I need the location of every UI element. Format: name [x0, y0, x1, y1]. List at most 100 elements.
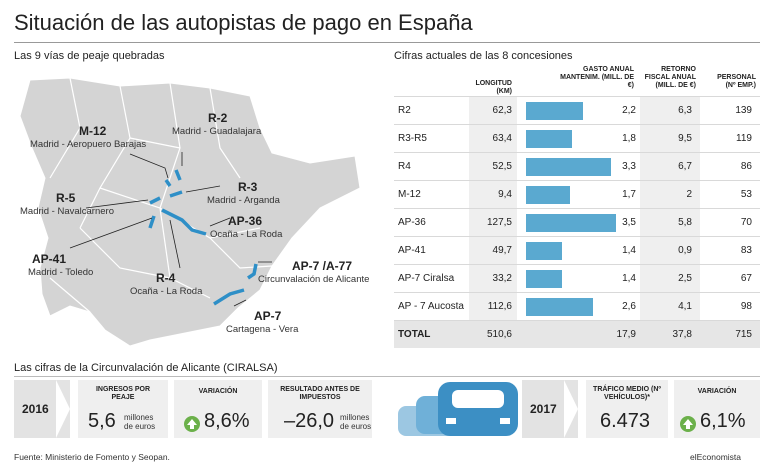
trafico-value: 6.473	[600, 410, 651, 432]
map-label-ap36-desc: Ocaña - La Roda	[210, 229, 283, 240]
gasto-bar	[526, 298, 593, 316]
map-label-r2-desc: Madrid - Guadalajara	[172, 126, 262, 137]
gasto-bar	[526, 186, 570, 204]
table-row: R3-R5 63,4 1,8 9,5 119	[394, 124, 760, 152]
map-label-ap7a77-code: AP-7 /A-77	[292, 259, 353, 273]
table-row: R2 62,3 2,2 6,3 139	[394, 96, 760, 124]
page-title: Situación de las autopistas de pago en E…	[14, 10, 473, 35]
map-subtitle: Las 9 vías de peaje quebradas	[14, 50, 165, 62]
map-label-r2-code: R-2	[208, 111, 228, 125]
col-head-retorno: RETORNO FISCAL ANUAL (MILL. DE €)	[644, 66, 696, 89]
col-head-gasto: GASTO ANUAL MANTENIM. (MILL. DE €)	[560, 66, 634, 89]
row-personal: 139	[735, 105, 752, 116]
row-name: R3-R5	[398, 133, 427, 144]
road-r5	[149, 196, 161, 205]
road-r3	[169, 190, 183, 198]
row-longitud: 33,2	[492, 273, 512, 284]
row-name: R2	[398, 105, 411, 116]
resultado-unit: millones de euros	[340, 413, 372, 431]
bottom-divider	[14, 376, 760, 377]
road-ap7-cartagena	[213, 288, 245, 306]
var1-value: 8,6%	[204, 410, 250, 432]
up-arrow-icon	[680, 416, 696, 432]
row-gasto: 3,5	[622, 217, 636, 228]
resultado-box	[268, 380, 372, 438]
row-personal: 67	[740, 273, 752, 284]
table-row: M-12 9,4 1,7 2 53	[394, 180, 760, 208]
table-total-row: TOTAL 510,6 17,9 37,8 715	[394, 320, 760, 348]
row-longitud: 52,5	[492, 161, 512, 172]
row-name: R4	[398, 161, 411, 172]
trafico-head: TRÁFICO MEDIO (Nº VEHÍCULOS)*	[593, 386, 661, 401]
row-name: AP-7 Ciralsa	[398, 273, 455, 284]
row-gasto: 2,2	[622, 105, 636, 116]
row-gasto: 1,8	[622, 133, 636, 144]
map-label-ap41-desc: Madrid - Toledo	[28, 267, 94, 278]
road-r4-ap36	[161, 208, 207, 236]
col-shade-retorno	[640, 96, 700, 334]
row-retorno: 2	[686, 189, 692, 200]
map-label-ap36-code: AP-36	[228, 214, 263, 228]
year2-label: 2017	[530, 402, 557, 416]
map-label-ap7-code: AP-7	[254, 309, 282, 323]
year1-label: 2016	[22, 402, 49, 416]
road-ap7-alicante	[247, 263, 258, 280]
map-label-r4-desc: Ocaña - La Roda	[130, 286, 203, 297]
row-personal: 86	[740, 161, 752, 172]
pointer-lines	[69, 152, 272, 307]
ingresos-box	[78, 380, 168, 438]
row-gasto: 1,4	[622, 273, 636, 284]
row-gasto: 1,7	[622, 189, 636, 200]
bottom-subtitle: Las cifras de la Circunvalación de Alica…	[14, 362, 278, 374]
col-shade-longitud	[469, 96, 517, 334]
ingresos-head: INGRESOS POR PEAJE	[95, 386, 151, 401]
var2-head: VARIACIÓN	[697, 388, 737, 395]
map-label-ap7a77-desc: Circunvalación de Alicante	[258, 274, 370, 285]
map-label-m12-desc: Madrid - Aeropuero Barajas	[30, 139, 147, 150]
row-personal: 715	[735, 329, 752, 340]
row-personal: 53	[740, 189, 752, 200]
map-label-r3-code: R-3	[238, 180, 258, 194]
row-name: AP-41	[398, 245, 426, 256]
year1-arrow	[56, 380, 70, 438]
var2-value: 6,1%	[700, 410, 746, 432]
row-longitud: 62,3	[492, 105, 512, 116]
var1-head: VARIACIÓN	[198, 388, 238, 395]
up-arrow-icon	[184, 416, 200, 432]
map-label-r4-code: R-4	[156, 271, 176, 285]
row-retorno: 2,5	[678, 273, 692, 284]
table-subtitle: Cifras actuales de las 8 concesiones	[394, 50, 573, 62]
row-retorno: 6,7	[678, 161, 692, 172]
table-row: AP-7 Ciralsa 33,2 1,4 2,5 67	[394, 264, 760, 292]
gasto-bar	[526, 158, 611, 176]
row-retorno: 9,5	[678, 133, 692, 144]
row-longitud: 112,6	[487, 301, 512, 312]
map-label-r5-code: R-5	[56, 191, 76, 205]
gasto-bar	[526, 102, 583, 120]
row-longitud: 63,4	[492, 133, 512, 144]
map-label-r3-desc: Madrid - Arganda	[207, 195, 280, 206]
table-row: AP - 7 Aucosta 112,6 2,6 4,1 98	[394, 292, 760, 320]
road-ap41	[148, 215, 156, 229]
col-head-longitud: LONGITUD (KM)	[475, 80, 512, 95]
row-personal: 98	[740, 301, 752, 312]
row-longitud: 127,5	[486, 217, 512, 228]
row-gasto: 17,9	[616, 329, 636, 340]
row-gasto: 3,3	[622, 161, 636, 172]
row-name: TOTAL	[398, 329, 431, 340]
row-personal: 119	[736, 133, 752, 144]
table-row: AP-36 127,5 3,5 5,8 70	[394, 208, 760, 236]
row-longitud: 49,7	[492, 245, 512, 256]
row-name: M-12	[398, 189, 421, 200]
row-personal: 83	[740, 245, 752, 256]
ingresos-value: 5,6	[88, 410, 116, 432]
row-retorno: 5,8	[678, 217, 692, 228]
col-head-personal: PERSONAL (Nº EMP.)	[717, 74, 756, 89]
resultado-head: RESULTADO ANTES DE IMPUESTOS	[280, 386, 360, 401]
row-personal: 70	[740, 217, 752, 228]
ingresos-unit: millones de euros	[124, 413, 156, 431]
gasto-bar	[526, 242, 562, 260]
row-name: AP - 7 Aucosta	[398, 301, 464, 312]
resultado-value: –26,0	[284, 410, 335, 432]
traffic-cars-illustration	[398, 382, 518, 436]
